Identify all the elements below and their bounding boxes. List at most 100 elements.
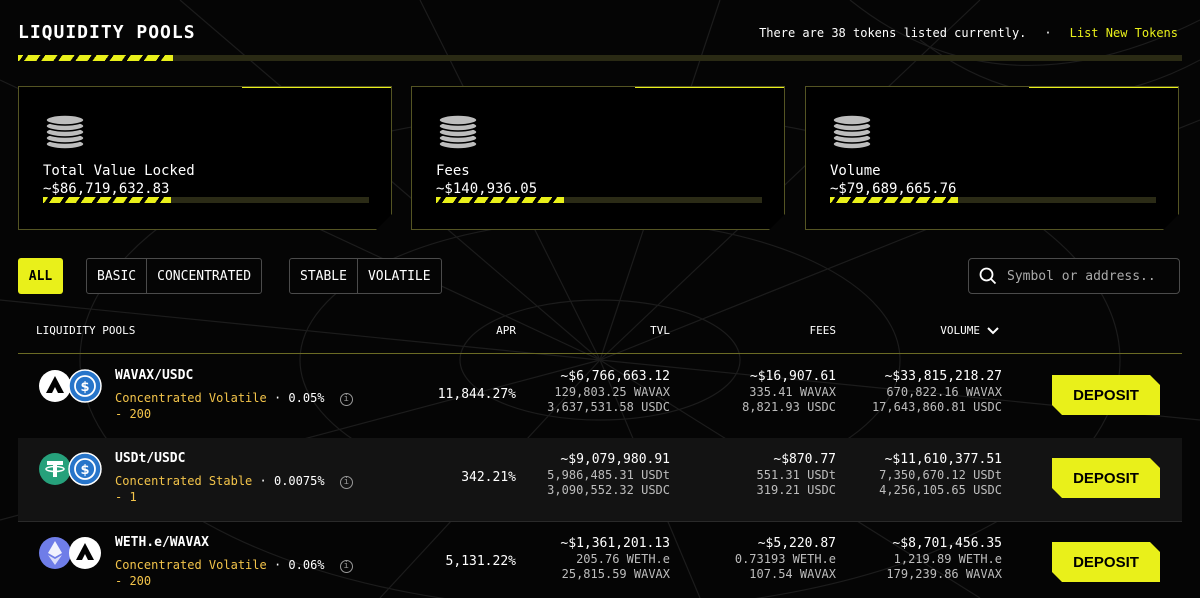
pool-volume: ~$11,610,377.51 7,350,670.12 USDt 4,256,… — [879, 452, 1002, 498]
table-header: LIQUIDITY POOLS APR TVL FEES VOLUME — [18, 322, 1182, 354]
fees-token1: 319.21 USDC — [756, 483, 836, 497]
pool-pair-name[interactable]: WETH.e/WAVAX — [115, 535, 209, 550]
info-icon[interactable]: i — [339, 393, 353, 406]
pool-tick-spacing: - 200 — [115, 574, 152, 588]
search-input[interactable] — [1007, 268, 1167, 284]
column-header-volume-label: VOLUME — [940, 324, 980, 337]
filter-group-kind: BASIC CONCENTRATED — [86, 258, 263, 294]
pool-type-label: Concentrated Volatile — [115, 558, 267, 572]
header-info: There are 38 tokens listed currently. · … — [759, 26, 1178, 40]
pool-apr: 11,844.27% — [437, 387, 516, 402]
filter-basic-button[interactable]: BASIC — [87, 259, 146, 293]
stat-label: Total Value Locked — [43, 163, 195, 179]
avax-icon — [39, 370, 71, 402]
deposit-button[interactable]: DEPOSIT — [1052, 542, 1160, 582]
coins-icon — [436, 111, 482, 151]
pool-pair-name[interactable]: USDt/USDC — [115, 451, 186, 466]
coins-icon — [43, 111, 89, 151]
filter-stable-button[interactable]: STABLE — [290, 259, 357, 293]
info-icon[interactable]: i — [339, 476, 353, 489]
pool-fees: ~$870.77 551.31 USDt 319.21 USDC — [757, 452, 836, 498]
avax-icon — [69, 537, 101, 569]
info-icon[interactable]: i — [339, 560, 353, 573]
stat-label: Fees — [436, 163, 470, 179]
ethereum-icon — [39, 537, 71, 569]
filter-volatile-button[interactable]: VOLATILE — [356, 259, 441, 293]
usdc-icon: $ — [68, 369, 102, 403]
filter-all-button[interactable]: ALL — [18, 258, 63, 294]
stat-card-volume: Volume ~$79,689,665.76 — [805, 86, 1179, 230]
stat-card-fees: Fees ~$140,936.05 — [411, 86, 785, 230]
pair-icons — [38, 536, 118, 572]
volume-usd: ~$11,610,377.51 — [884, 452, 1002, 467]
svg-text:$: $ — [80, 380, 89, 395]
search-icon — [979, 267, 997, 285]
pool-fee: 0.0075% — [273, 474, 325, 488]
stat-label: Volume — [830, 163, 881, 179]
volume-token0: 1,219.89 WETH.e — [893, 552, 1002, 566]
filter-group-volatility: STABLE VOLATILE — [289, 258, 442, 294]
table-row: $ WAVAX/USDC Concentrated Volatile · 0.0… — [18, 355, 1182, 439]
usdc-icon: $ — [68, 452, 102, 486]
stat-card-tvl: Total Value Locked ~$86,719,632.83 — [18, 86, 392, 230]
column-header-pools[interactable]: LIQUIDITY POOLS — [36, 324, 136, 337]
pool-type-label: Concentrated Stable — [115, 474, 253, 488]
tether-icon — [39, 453, 71, 485]
volume-usd: ~$8,701,456.35 — [892, 536, 1002, 551]
pool-tvl: ~$9,079,980.91 5,986,485.31 USDt 3,090,5… — [547, 452, 670, 498]
pool-tick-spacing: - 1 — [115, 490, 137, 504]
tvl-token1: 25,815.59 WAVAX — [561, 567, 670, 581]
column-header-volume[interactable]: VOLUME — [940, 324, 1000, 337]
pool-volume: ~$33,815,218.27 670,822.16 WAVAX 17,643,… — [872, 369, 1002, 415]
pool-type: Concentrated Stable · 0.0075% i - 1 — [115, 473, 355, 505]
fees-usd: ~$16,907.61 — [749, 369, 836, 384]
table-row: $ USDt/USDC Concentrated Stable · 0.0075… — [18, 438, 1182, 522]
search-box[interactable] — [968, 258, 1180, 294]
fees-token1: 107.54 WAVAX — [749, 567, 836, 581]
list-new-tokens-link[interactable]: List New Tokens — [1069, 26, 1178, 40]
header-divider — [18, 54, 1182, 62]
pool-pair-name[interactable]: WAVAX/USDC — [115, 368, 194, 383]
fees-token0: 551.31 USDt — [756, 468, 836, 482]
pool-type: Concentrated Volatile · 0.05% i - 200 — [115, 390, 355, 422]
volume-token1: 17,643,860.81 USDC — [871, 400, 1002, 414]
tvl-usd: ~$6,766,663.12 — [560, 369, 670, 384]
tvl-usd: ~$1,361,201.13 — [560, 536, 670, 551]
stat-progress-bar — [43, 197, 369, 203]
volume-usd: ~$33,815,218.27 — [884, 369, 1002, 384]
volume-token0: 7,350,670.12 USDt — [879, 468, 1002, 482]
pool-fee-separator: · — [259, 474, 274, 488]
pair-icons: $ — [38, 369, 118, 405]
page-title: LIQUIDITY POOLS — [18, 22, 196, 43]
stat-progress-bar — [436, 197, 762, 203]
deposit-button[interactable]: DEPOSIT — [1052, 458, 1160, 498]
pool-type-label: Concentrated Volatile — [115, 391, 267, 405]
stat-progress-bar — [830, 197, 1156, 203]
tokens-count-text: There are 38 tokens listed currently. — [759, 26, 1027, 40]
fees-token0: 335.41 WAVAX — [749, 385, 836, 399]
pool-tick-spacing: - 200 — [115, 407, 152, 421]
pool-fee: 0.06% — [288, 558, 325, 572]
stat-value: ~$86,719,632.83 — [43, 181, 170, 197]
volume-token0: 670,822.16 WAVAX — [886, 385, 1002, 399]
coins-icon — [830, 111, 876, 151]
deposit-button[interactable]: DEPOSIT — [1052, 375, 1160, 415]
tvl-usd: ~$9,079,980.91 — [560, 452, 670, 467]
pool-apr: 5,131.22% — [445, 554, 516, 569]
chevron-down-icon[interactable] — [986, 326, 1000, 336]
tvl-token0: 129,803.25 WAVAX — [554, 385, 670, 399]
stat-value: ~$79,689,665.76 — [830, 181, 957, 197]
fees-usd: ~$870.77 — [773, 452, 836, 467]
volume-token1: 179,239.86 WAVAX — [886, 567, 1002, 581]
column-header-apr[interactable]: APR — [496, 324, 516, 337]
column-header-fees[interactable]: FEES — [809, 324, 837, 337]
pool-fee-separator: · — [273, 558, 289, 572]
column-header-tvl[interactable]: TVL — [650, 324, 670, 337]
pool-tvl: ~$1,361,201.13 205.76 WETH.e 25,815.59 W… — [560, 536, 670, 582]
stat-value: ~$140,936.05 — [436, 181, 538, 197]
filter-concentrated-button[interactable]: CONCENTRATED — [146, 259, 261, 293]
pool-type: Concentrated Volatile · 0.06% i - 200 — [115, 557, 355, 589]
pool-fees: ~$5,220.87 0.73193 WETH.e 107.54 WAVAX — [735, 536, 836, 582]
